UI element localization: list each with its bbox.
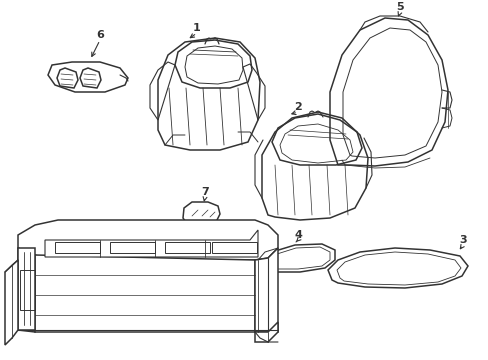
Text: 2: 2 — [293, 102, 301, 112]
Polygon shape — [5, 260, 18, 345]
Polygon shape — [18, 248, 35, 330]
Polygon shape — [254, 322, 278, 342]
Text: 3: 3 — [458, 235, 466, 245]
Text: 7: 7 — [201, 187, 208, 197]
Text: 1: 1 — [193, 23, 201, 33]
Polygon shape — [35, 255, 254, 332]
Polygon shape — [45, 230, 258, 257]
Polygon shape — [18, 220, 278, 260]
Text: 5: 5 — [395, 2, 403, 12]
Text: 6: 6 — [96, 30, 104, 40]
Polygon shape — [254, 248, 278, 332]
Text: 4: 4 — [293, 230, 301, 240]
Polygon shape — [18, 248, 35, 332]
